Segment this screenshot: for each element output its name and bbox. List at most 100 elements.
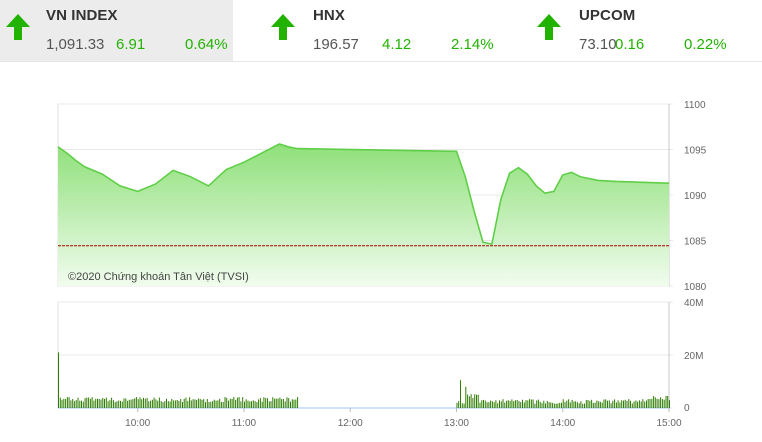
volume-bar xyxy=(277,398,279,408)
volume-bar xyxy=(247,400,249,408)
volume-bar xyxy=(545,403,546,408)
volume-bar xyxy=(258,399,260,408)
volume-bar xyxy=(272,397,274,408)
volume-bar xyxy=(291,399,293,408)
volume-bar xyxy=(284,401,286,408)
volume-bar xyxy=(532,399,534,408)
volume-bar xyxy=(460,380,461,408)
ticker-value: 196.57 xyxy=(313,36,359,53)
volume-bar xyxy=(282,398,284,408)
volume-bar xyxy=(529,399,531,408)
volume-bar xyxy=(245,399,247,408)
volume-bar xyxy=(490,400,492,408)
volume-bar xyxy=(286,397,288,408)
volume-bar xyxy=(63,398,65,408)
volume-bar xyxy=(607,400,608,408)
volume-bar xyxy=(249,401,251,408)
volume-bar xyxy=(539,401,541,408)
time-tick-label: 15:00 xyxy=(656,418,681,429)
volume-bar xyxy=(465,386,467,408)
volume-bar xyxy=(511,399,513,408)
volume-bar xyxy=(587,400,589,408)
ticker-vn-index[interactable]: VN INDEX 1,091.33 6.91 0.64% xyxy=(0,0,233,62)
volume-bar xyxy=(584,403,585,408)
volume-bar xyxy=(458,401,460,408)
volume-bar xyxy=(107,401,109,408)
volume-bar xyxy=(228,400,229,408)
volume-bar xyxy=(268,401,270,408)
volume-bar xyxy=(151,399,153,408)
volume-bar xyxy=(212,401,214,408)
volume-bar xyxy=(180,399,182,408)
volume-bar xyxy=(231,399,233,408)
volume-bar xyxy=(537,399,539,408)
volume-bar xyxy=(235,399,237,408)
volume-bar xyxy=(536,400,538,408)
volume-bar xyxy=(210,401,212,408)
volume-bar xyxy=(77,397,79,408)
volume-bar xyxy=(628,399,630,408)
volume-bar xyxy=(561,402,562,408)
volume-bar xyxy=(297,397,299,408)
volume-bar xyxy=(263,397,265,408)
volume-bar xyxy=(477,394,479,408)
volume-bar xyxy=(251,401,252,408)
volume-bar xyxy=(82,401,84,408)
volume-bar xyxy=(504,402,506,408)
volume-bar xyxy=(633,401,635,408)
volume-bar xyxy=(135,397,137,408)
volume-bar xyxy=(279,397,281,408)
ticker-change: 0.16 xyxy=(615,36,645,53)
volume-bar xyxy=(637,401,639,408)
volume-bar xyxy=(467,394,469,408)
volume-bar xyxy=(93,400,95,408)
volume-bar xyxy=(130,399,132,408)
volume-bar xyxy=(624,399,626,408)
price-area xyxy=(58,144,669,286)
volume-bar xyxy=(256,402,258,408)
volume-bar xyxy=(654,397,656,408)
volume-bar xyxy=(564,402,566,408)
volume-bar xyxy=(591,399,593,408)
volume-bar xyxy=(141,399,143,408)
ticker-change: 4.12 xyxy=(382,36,412,53)
volume-bar xyxy=(615,402,617,408)
up-arrow-icon xyxy=(6,14,30,40)
volume-bar xyxy=(72,399,74,408)
volume-bar xyxy=(158,397,160,408)
volume-bar xyxy=(601,402,603,408)
volume-bar xyxy=(65,399,67,408)
intraday-chart: 1100 1095 1090 1085 1080 ©2020 Chứng khoán T… xyxy=(57,100,707,429)
volume-bar xyxy=(646,400,647,408)
volume-bar xyxy=(169,401,171,408)
volume-bar xyxy=(68,397,70,408)
volume-bar xyxy=(281,399,283,408)
volume-bar xyxy=(575,401,577,408)
volume-bar xyxy=(603,399,605,408)
volume-bar xyxy=(530,399,532,408)
volume-bar xyxy=(665,396,667,408)
volume-bar xyxy=(552,402,554,408)
volume-bar xyxy=(635,400,637,408)
volume-bar xyxy=(157,400,159,408)
volume-bar xyxy=(182,402,183,408)
volume-bar xyxy=(516,400,518,408)
volume-bar xyxy=(178,401,180,408)
volume-bar xyxy=(472,398,474,408)
volume-bar xyxy=(461,403,463,408)
volume-bar xyxy=(59,397,61,408)
volume-bar xyxy=(523,402,525,408)
volume-bar xyxy=(491,401,493,408)
time-tick-label: 12:00 xyxy=(338,418,363,429)
volume-bar xyxy=(502,399,504,408)
volume-bar xyxy=(522,399,523,408)
volume-bar xyxy=(84,398,86,408)
volume-bar xyxy=(167,401,169,408)
volume-bar xyxy=(203,399,205,408)
volume-bar xyxy=(660,397,662,408)
volume-bar xyxy=(546,401,548,408)
volume-bar xyxy=(174,400,176,408)
ticker-hnx[interactable]: HNX 196.57 4.12 2.14% xyxy=(233,0,499,62)
ticker-upcom[interactable]: UPCOM 73.10 0.16 0.22% xyxy=(499,0,762,62)
volume-bar xyxy=(580,401,582,408)
